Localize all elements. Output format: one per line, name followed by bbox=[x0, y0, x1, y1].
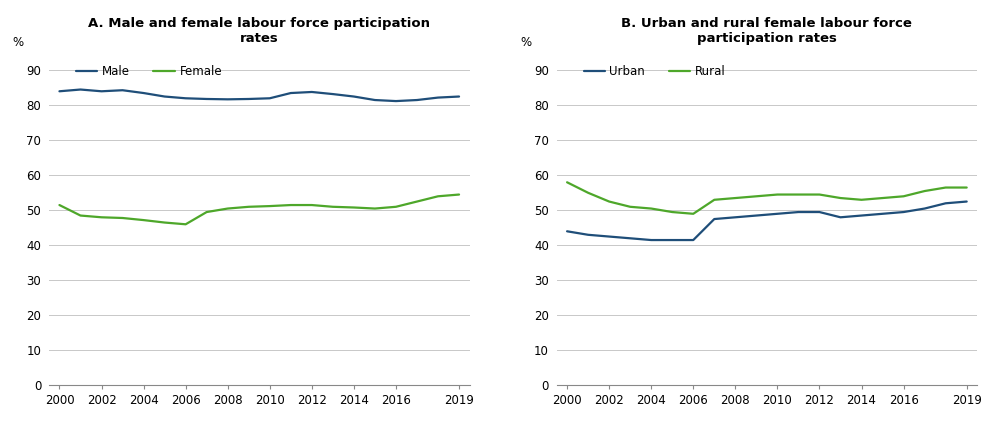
Urban bbox=[687, 237, 699, 243]
Male bbox=[369, 98, 381, 103]
Female bbox=[390, 204, 402, 209]
Female bbox=[117, 215, 129, 220]
Female bbox=[453, 192, 465, 197]
Urban bbox=[792, 209, 804, 215]
Rural bbox=[961, 185, 973, 190]
Rural bbox=[792, 192, 804, 197]
Rural bbox=[898, 194, 910, 199]
Female bbox=[222, 206, 234, 211]
Male bbox=[243, 96, 255, 101]
Rural bbox=[603, 199, 615, 204]
Rural bbox=[856, 197, 868, 202]
Rural bbox=[877, 195, 889, 201]
Legend: Male, Female: Male, Female bbox=[76, 65, 222, 78]
Rural bbox=[919, 189, 931, 194]
Rural bbox=[624, 204, 636, 209]
Urban bbox=[877, 211, 889, 216]
Male bbox=[222, 97, 234, 102]
Male bbox=[74, 87, 86, 92]
Rural bbox=[561, 180, 573, 185]
Urban bbox=[666, 237, 678, 243]
Female bbox=[96, 215, 108, 220]
Urban bbox=[645, 237, 657, 243]
Male bbox=[138, 90, 150, 95]
Rural bbox=[666, 209, 678, 215]
Female bbox=[201, 209, 213, 215]
Female bbox=[369, 206, 381, 211]
Male bbox=[432, 95, 444, 100]
Male bbox=[453, 94, 465, 99]
Female bbox=[180, 222, 192, 227]
Male bbox=[306, 89, 318, 95]
Male bbox=[117, 88, 129, 93]
Line: Rural: Rural bbox=[567, 182, 967, 214]
Urban bbox=[708, 217, 720, 222]
Female bbox=[285, 203, 297, 208]
Rural bbox=[708, 197, 720, 202]
Urban bbox=[834, 215, 846, 220]
Male bbox=[390, 98, 402, 103]
Legend: Urban, Rural: Urban, Rural bbox=[584, 65, 726, 78]
Male bbox=[327, 92, 339, 97]
Rural bbox=[687, 211, 699, 216]
Line: Male: Male bbox=[59, 89, 459, 101]
Urban bbox=[582, 232, 594, 237]
Urban bbox=[729, 215, 741, 220]
Urban bbox=[813, 209, 825, 215]
Female bbox=[327, 204, 339, 209]
Rural bbox=[813, 192, 825, 197]
Male bbox=[53, 89, 65, 94]
Line: Female: Female bbox=[59, 195, 459, 224]
Urban bbox=[961, 199, 973, 204]
Female bbox=[74, 213, 86, 218]
Text: %: % bbox=[520, 36, 531, 50]
Male bbox=[285, 90, 297, 95]
Rural bbox=[645, 206, 657, 211]
Female bbox=[411, 199, 423, 204]
Urban bbox=[603, 234, 615, 239]
Female bbox=[264, 204, 276, 209]
Rural bbox=[771, 192, 783, 197]
Line: Urban: Urban bbox=[567, 201, 967, 240]
Urban bbox=[561, 229, 573, 234]
Male bbox=[411, 98, 423, 103]
Rural bbox=[940, 185, 952, 190]
Male bbox=[201, 96, 213, 101]
Female bbox=[53, 203, 65, 208]
Rural bbox=[729, 195, 741, 201]
Female bbox=[159, 220, 171, 225]
Urban bbox=[771, 211, 783, 216]
Urban bbox=[898, 209, 910, 215]
Urban bbox=[624, 236, 636, 241]
Text: %: % bbox=[13, 36, 24, 50]
Rural bbox=[750, 194, 762, 199]
Male bbox=[348, 94, 360, 99]
Female bbox=[432, 194, 444, 199]
Title: B. Urban and rural female labour force
participation rates: B. Urban and rural female labour force p… bbox=[621, 17, 912, 45]
Title: A. Male and female labour force participation
rates: A. Male and female labour force particip… bbox=[88, 17, 430, 45]
Female bbox=[243, 204, 255, 209]
Male bbox=[96, 89, 108, 94]
Urban bbox=[940, 201, 952, 206]
Male bbox=[264, 96, 276, 101]
Female bbox=[306, 203, 318, 208]
Rural bbox=[582, 190, 594, 195]
Urban bbox=[919, 206, 931, 211]
Urban bbox=[750, 213, 762, 218]
Male bbox=[159, 94, 171, 99]
Female bbox=[138, 218, 150, 223]
Urban bbox=[856, 213, 868, 218]
Rural bbox=[834, 195, 846, 201]
Female bbox=[348, 205, 360, 210]
Male bbox=[180, 96, 192, 101]
